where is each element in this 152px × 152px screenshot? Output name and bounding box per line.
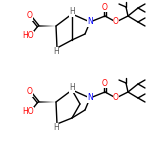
Text: O: O (113, 93, 119, 102)
Text: H: H (69, 7, 75, 17)
Polygon shape (38, 101, 56, 103)
Text: N: N (87, 17, 93, 26)
Text: HO: HO (22, 107, 34, 116)
Text: O: O (102, 78, 108, 88)
Text: H: H (53, 47, 59, 57)
Text: HO: HO (22, 31, 34, 40)
Text: O: O (27, 12, 33, 21)
Polygon shape (38, 25, 56, 27)
Text: O: O (102, 2, 108, 12)
Text: H: H (69, 83, 75, 93)
Text: N: N (87, 93, 93, 102)
Text: H: H (53, 123, 59, 133)
Text: O: O (27, 88, 33, 97)
Text: O: O (113, 17, 119, 26)
